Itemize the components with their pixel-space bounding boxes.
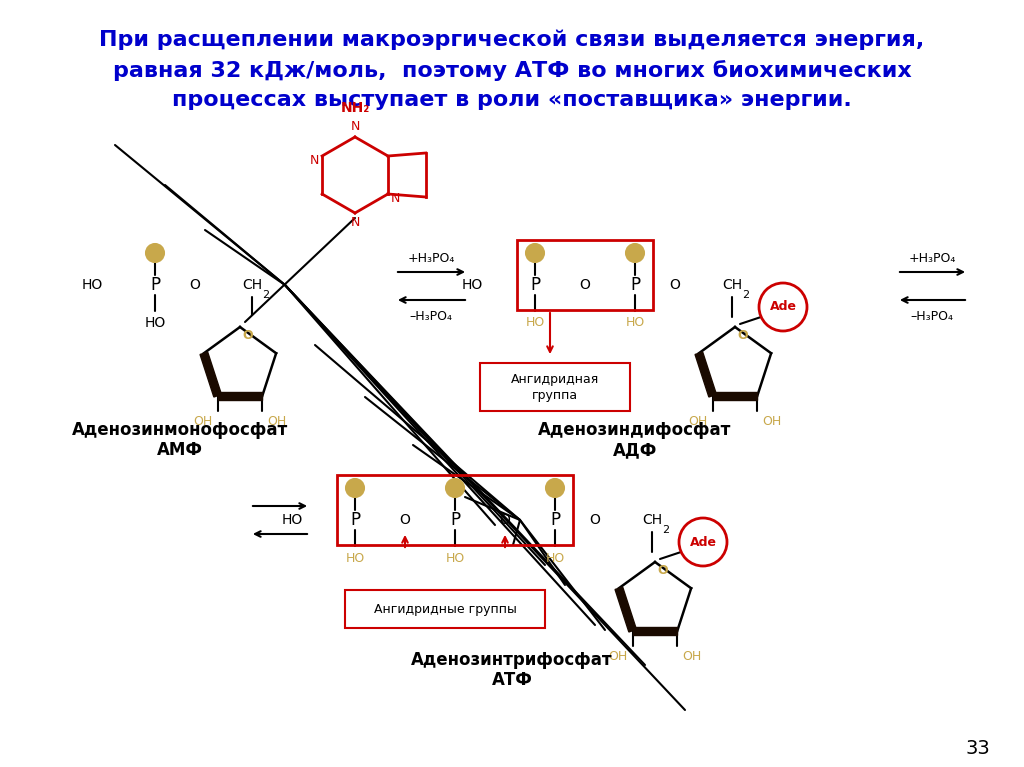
Text: АДФ: АДФ [612, 441, 657, 459]
Polygon shape [200, 352, 221, 397]
Text: O: O [500, 513, 510, 527]
Text: HO: HO [282, 513, 303, 527]
Text: O: O [242, 329, 253, 342]
Text: HO: HO [525, 317, 545, 330]
Text: N: N [309, 153, 318, 166]
Text: +H₃PO₄: +H₃PO₄ [408, 252, 455, 265]
Text: HO: HO [445, 551, 465, 565]
Text: Аденозинтрифосфат: Аденозинтрифосфат [412, 651, 612, 669]
Text: CH: CH [642, 513, 663, 527]
Bar [337, 475, 573, 545]
Polygon shape [695, 352, 717, 397]
Text: Ade: Ade [769, 301, 797, 314]
Text: NH₂: NH₂ [340, 101, 370, 115]
Text: Ангидридная
группа: Ангидридная группа [511, 373, 599, 401]
Text: N: N [350, 120, 359, 133]
Text: HO: HO [462, 278, 483, 292]
Text: O: O [189, 278, 201, 292]
Bar [345, 590, 545, 628]
Text: OH: OH [762, 415, 781, 428]
Text: OH: OH [608, 650, 628, 663]
Circle shape [346, 479, 364, 497]
Text: процессах выступает в роли «поставщика» энергии.: процессах выступает в роли «поставщика» … [172, 90, 852, 110]
Text: P: P [150, 276, 160, 294]
Text: O: O [670, 278, 680, 292]
Text: O: O [737, 329, 748, 342]
Text: Аденозинмонофосфат: Аденозинмонофосфат [72, 421, 288, 439]
Text: 2: 2 [742, 290, 750, 300]
Text: Ade: Ade [689, 535, 717, 548]
Text: равная 32 кДж/моль,  поэтому АТФ во многих биохимических: равная 32 кДж/моль, поэтому АТФ во многи… [113, 60, 911, 81]
Text: P: P [630, 276, 640, 294]
Text: OH: OH [267, 415, 287, 428]
Text: P: P [530, 276, 540, 294]
Circle shape [526, 244, 544, 262]
Text: OH: OH [682, 650, 701, 663]
Text: Ангидридные группы: Ангидридные группы [374, 603, 516, 615]
Circle shape [146, 244, 164, 262]
Circle shape [546, 479, 564, 497]
Polygon shape [633, 627, 677, 635]
Text: O: O [590, 513, 600, 527]
Text: 2: 2 [662, 525, 669, 535]
Polygon shape [218, 392, 262, 400]
Text: O: O [580, 278, 591, 292]
Text: +H₃PO₄: +H₃PO₄ [908, 252, 955, 265]
Text: При расщеплении макроэргической связи выделяется энергия,: При расщеплении макроэргической связи вы… [99, 30, 925, 51]
Text: N: N [350, 216, 359, 229]
Text: OH: OH [194, 415, 213, 428]
Text: P: P [550, 511, 560, 529]
Text: CH: CH [722, 278, 742, 292]
Text: P: P [450, 511, 460, 529]
Text: P: P [350, 511, 360, 529]
Text: HO: HO [144, 316, 166, 330]
Text: АМФ: АМФ [157, 441, 203, 459]
Bar [480, 363, 630, 411]
Circle shape [626, 244, 644, 262]
Text: Аденозиндифосфат: Аденозиндифосфат [539, 421, 732, 439]
Circle shape [679, 518, 727, 566]
Text: HO: HO [626, 317, 645, 330]
Text: 2: 2 [262, 290, 269, 300]
Text: OH: OH [688, 415, 708, 428]
Text: HO: HO [82, 278, 103, 292]
Polygon shape [713, 392, 758, 400]
Text: 33: 33 [966, 739, 990, 758]
Text: –H₃PO₄: –H₃PO₄ [910, 310, 953, 322]
Text: HO: HO [345, 551, 365, 565]
Text: O: O [657, 564, 668, 577]
Text: АТФ: АТФ [492, 671, 532, 689]
Text: N: N [391, 192, 400, 205]
Bar [517, 240, 653, 310]
Circle shape [759, 283, 807, 331]
Text: –H₃PO₄: –H₃PO₄ [410, 310, 453, 322]
Polygon shape [615, 587, 637, 632]
Text: O: O [399, 513, 411, 527]
Circle shape [446, 479, 464, 497]
Text: CH: CH [242, 278, 262, 292]
Text: HO: HO [546, 551, 564, 565]
